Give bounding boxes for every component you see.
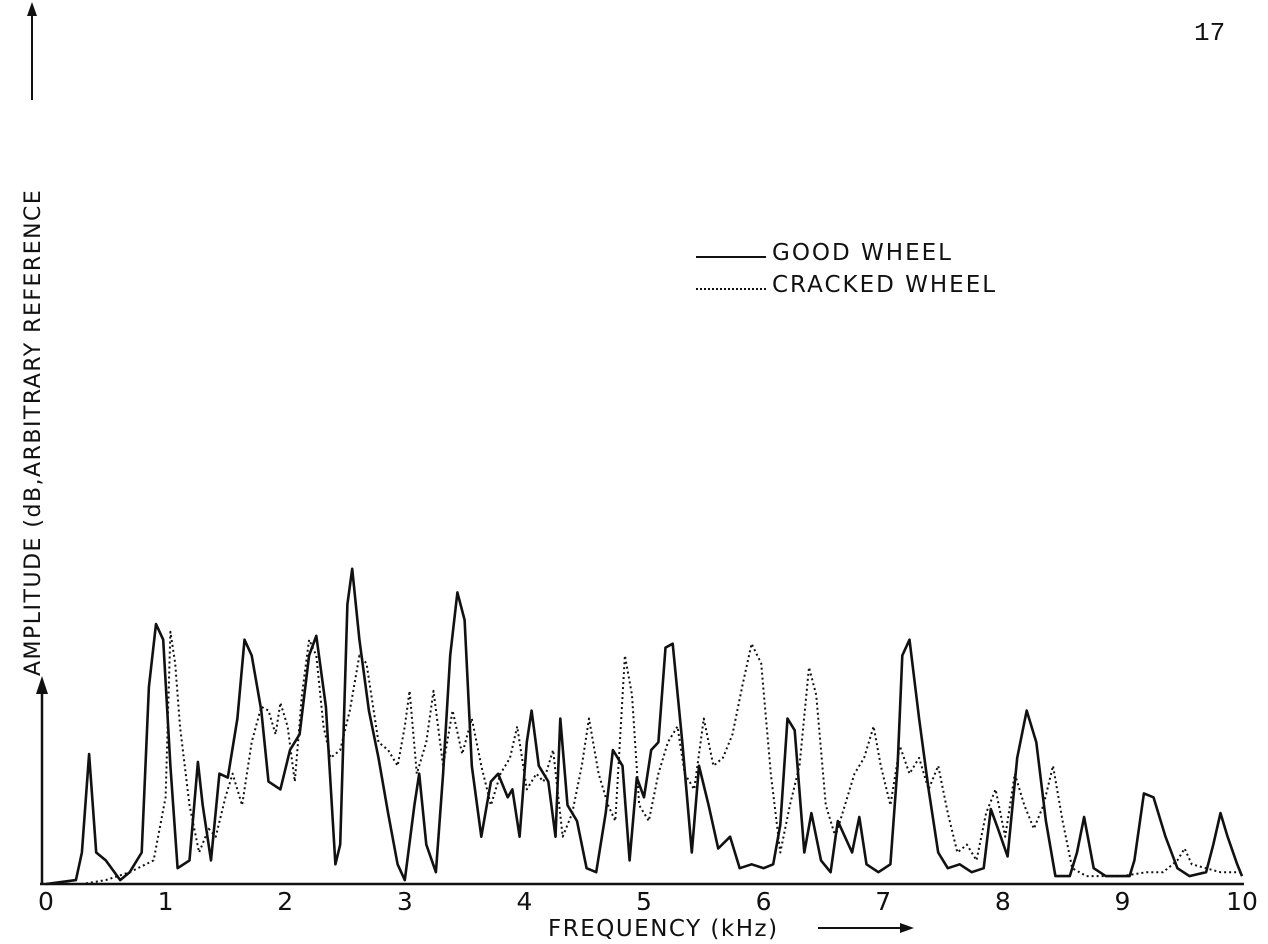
legend-item-good-wheel: GOOD WHEEL bbox=[696, 240, 1116, 272]
x-tick-label: 5 bbox=[636, 887, 652, 916]
x-tick-label: 3 bbox=[397, 887, 413, 916]
y-axis-label: AMPLITUDE (dB,ARBITRARY REFERENCE bbox=[21, 189, 46, 676]
series-line-cracked-wheel bbox=[46, 630, 1242, 885]
axes bbox=[36, 676, 1244, 886]
legend-label-good-wheel: GOOD WHEEL bbox=[772, 240, 953, 266]
legend-swatch-dotted bbox=[696, 288, 766, 290]
x-tick-label: 6 bbox=[756, 887, 772, 916]
y-axis-arrowhead bbox=[36, 676, 48, 694]
legend: GOOD WHEEL CRACKED WHEEL bbox=[696, 240, 1116, 320]
legend-item-cracked-wheel: CRACKED WHEEL bbox=[696, 272, 1116, 304]
legend-label-cracked-wheel: CRACKED WHEEL bbox=[772, 272, 998, 298]
x-tick-label: 8 bbox=[995, 887, 1011, 916]
x-tick-label: 9 bbox=[1114, 887, 1130, 916]
legend-swatch-solid bbox=[696, 256, 766, 258]
x-tick-label: 2 bbox=[277, 887, 293, 916]
x-tick-label: 7 bbox=[875, 887, 891, 916]
series-line-good-wheel bbox=[45, 567, 1244, 886]
series-layer bbox=[45, 567, 1244, 886]
x-tick-label: 10 bbox=[1226, 887, 1258, 916]
y-axis-label-group: AMPLITUDE (dB,ARBITRARY REFERENCE bbox=[21, 2, 46, 676]
x-axis-label-arrowhead bbox=[900, 923, 914, 933]
page-number: 17 bbox=[1194, 18, 1226, 48]
x-tick-label: 0 bbox=[38, 887, 54, 916]
y-axis-label-arrowhead bbox=[27, 2, 37, 16]
x-axis-label: FREQUENCY (kHz) bbox=[548, 916, 779, 942]
x-tick-label: 4 bbox=[516, 887, 532, 916]
x-axis-label-group: FREQUENCY (kHz) bbox=[548, 916, 914, 942]
x-tick-labels: 0 1 2 3 4 5 6 7 8 9 10 bbox=[38, 887, 1258, 916]
x-tick-label: 1 bbox=[158, 887, 174, 916]
